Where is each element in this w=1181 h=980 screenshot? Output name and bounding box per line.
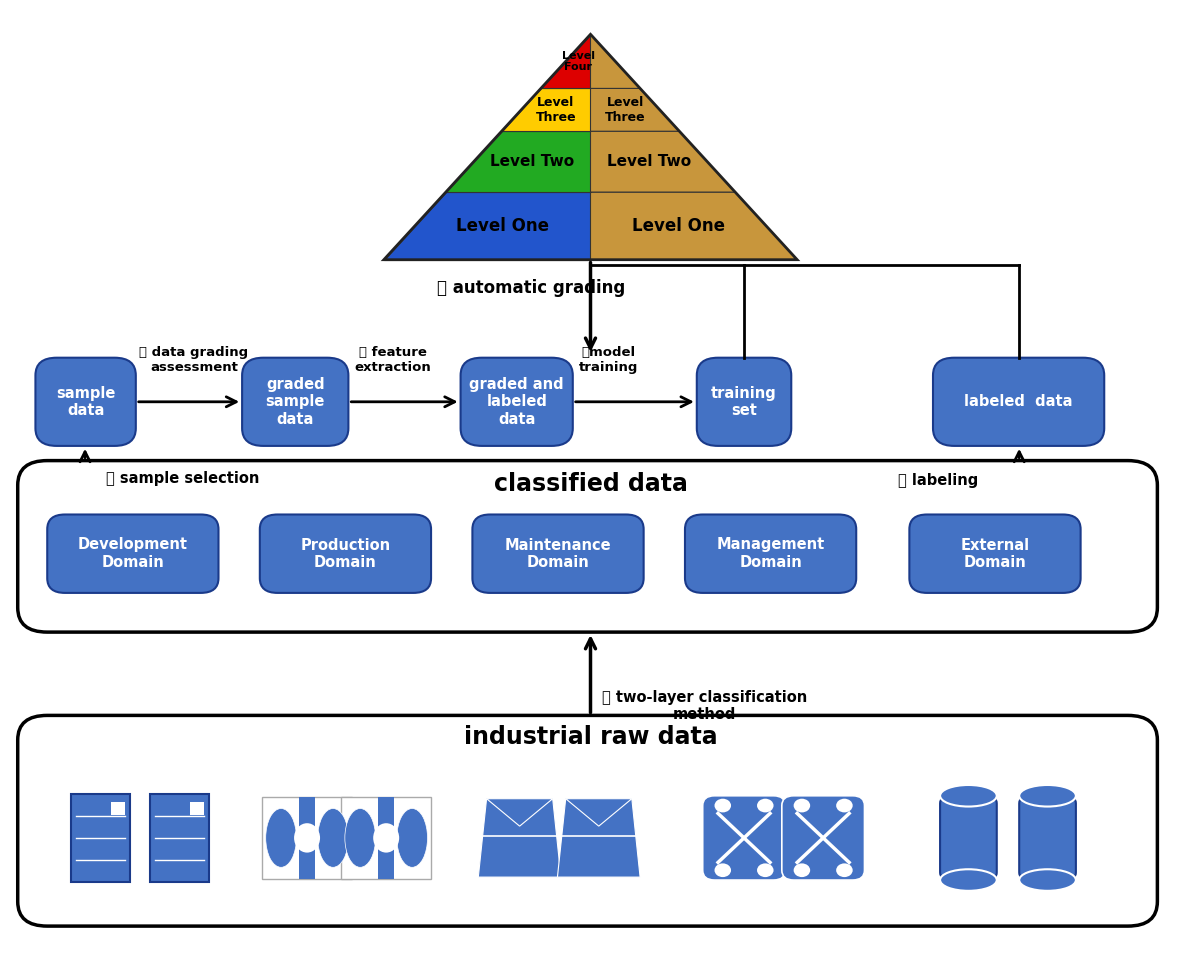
FancyBboxPatch shape xyxy=(1019,796,1076,880)
Polygon shape xyxy=(566,799,632,826)
Polygon shape xyxy=(487,799,553,826)
Circle shape xyxy=(794,799,810,812)
Text: Level One: Level One xyxy=(632,217,725,235)
Text: Level
Four: Level Four xyxy=(562,51,594,73)
Text: ⓤmodel
training: ⓤmodel training xyxy=(579,346,638,374)
FancyBboxPatch shape xyxy=(703,796,785,880)
FancyBboxPatch shape xyxy=(461,358,573,446)
Ellipse shape xyxy=(266,808,296,867)
Ellipse shape xyxy=(318,808,348,867)
Ellipse shape xyxy=(1019,869,1076,891)
Circle shape xyxy=(836,863,853,877)
Ellipse shape xyxy=(345,808,376,867)
Text: labeled  data: labeled data xyxy=(965,394,1072,410)
Text: ⓥ labeling: ⓥ labeling xyxy=(898,472,978,488)
Text: Level
Three: Level Three xyxy=(535,96,576,123)
Ellipse shape xyxy=(1019,785,1076,807)
FancyBboxPatch shape xyxy=(909,514,1081,593)
FancyBboxPatch shape xyxy=(242,358,348,446)
FancyBboxPatch shape xyxy=(782,796,864,880)
Polygon shape xyxy=(541,34,590,88)
Text: Management
Domain: Management Domain xyxy=(717,537,824,570)
Text: ⓠ two-layer classification
method: ⓠ two-layer classification method xyxy=(602,690,808,722)
Polygon shape xyxy=(557,799,640,877)
Text: industrial raw data: industrial raw data xyxy=(464,725,717,749)
Text: graded and
labeled
data: graded and labeled data xyxy=(469,377,565,426)
Bar xyxy=(111,802,125,815)
FancyBboxPatch shape xyxy=(71,794,130,882)
FancyBboxPatch shape xyxy=(150,794,209,882)
Text: Production
Domain: Production Domain xyxy=(300,537,391,570)
Polygon shape xyxy=(445,131,590,192)
Ellipse shape xyxy=(940,869,997,891)
Text: Level One: Level One xyxy=(456,217,549,235)
Text: ⓡ sample selection: ⓡ sample selection xyxy=(106,470,260,486)
Circle shape xyxy=(715,863,731,877)
Polygon shape xyxy=(590,131,735,192)
Polygon shape xyxy=(590,34,640,88)
Text: ⓢ data grading
assessment: ⓢ data grading assessment xyxy=(139,346,248,374)
Circle shape xyxy=(794,863,810,877)
Text: External
Domain: External Domain xyxy=(960,537,1030,570)
Bar xyxy=(299,797,315,879)
FancyBboxPatch shape xyxy=(35,358,136,446)
FancyBboxPatch shape xyxy=(472,514,644,593)
Text: Level Two: Level Two xyxy=(490,154,574,170)
Text: ⓦ automatic grading: ⓦ automatic grading xyxy=(437,279,625,297)
Text: ⓣ feature
extraction: ⓣ feature extraction xyxy=(354,346,431,374)
Text: Development
Domain: Development Domain xyxy=(78,537,188,570)
Polygon shape xyxy=(478,799,561,877)
Circle shape xyxy=(757,863,774,877)
Circle shape xyxy=(836,799,853,812)
Ellipse shape xyxy=(294,823,320,853)
Text: training
set: training set xyxy=(711,385,777,418)
Ellipse shape xyxy=(373,823,399,853)
FancyBboxPatch shape xyxy=(18,715,1157,926)
Ellipse shape xyxy=(940,785,997,807)
FancyBboxPatch shape xyxy=(47,514,218,593)
Bar xyxy=(378,797,394,879)
FancyBboxPatch shape xyxy=(685,514,856,593)
Text: graded
sample
data: graded sample data xyxy=(266,377,325,426)
FancyBboxPatch shape xyxy=(18,461,1157,632)
Text: classified data: classified data xyxy=(494,472,687,496)
Polygon shape xyxy=(590,192,797,260)
Circle shape xyxy=(715,799,731,812)
FancyBboxPatch shape xyxy=(933,358,1104,446)
Text: Level
Three: Level Three xyxy=(605,96,646,123)
Text: Level Two: Level Two xyxy=(607,154,691,170)
Polygon shape xyxy=(502,88,590,131)
Bar xyxy=(190,802,204,815)
Bar xyxy=(341,797,431,879)
Text: Maintenance
Domain: Maintenance Domain xyxy=(504,537,612,570)
Circle shape xyxy=(757,799,774,812)
Ellipse shape xyxy=(397,808,428,867)
FancyBboxPatch shape xyxy=(940,796,997,880)
Polygon shape xyxy=(590,88,679,131)
Text: sample
data: sample data xyxy=(56,385,116,418)
Bar xyxy=(262,797,352,879)
FancyBboxPatch shape xyxy=(260,514,431,593)
FancyBboxPatch shape xyxy=(697,358,791,446)
Polygon shape xyxy=(384,192,590,260)
